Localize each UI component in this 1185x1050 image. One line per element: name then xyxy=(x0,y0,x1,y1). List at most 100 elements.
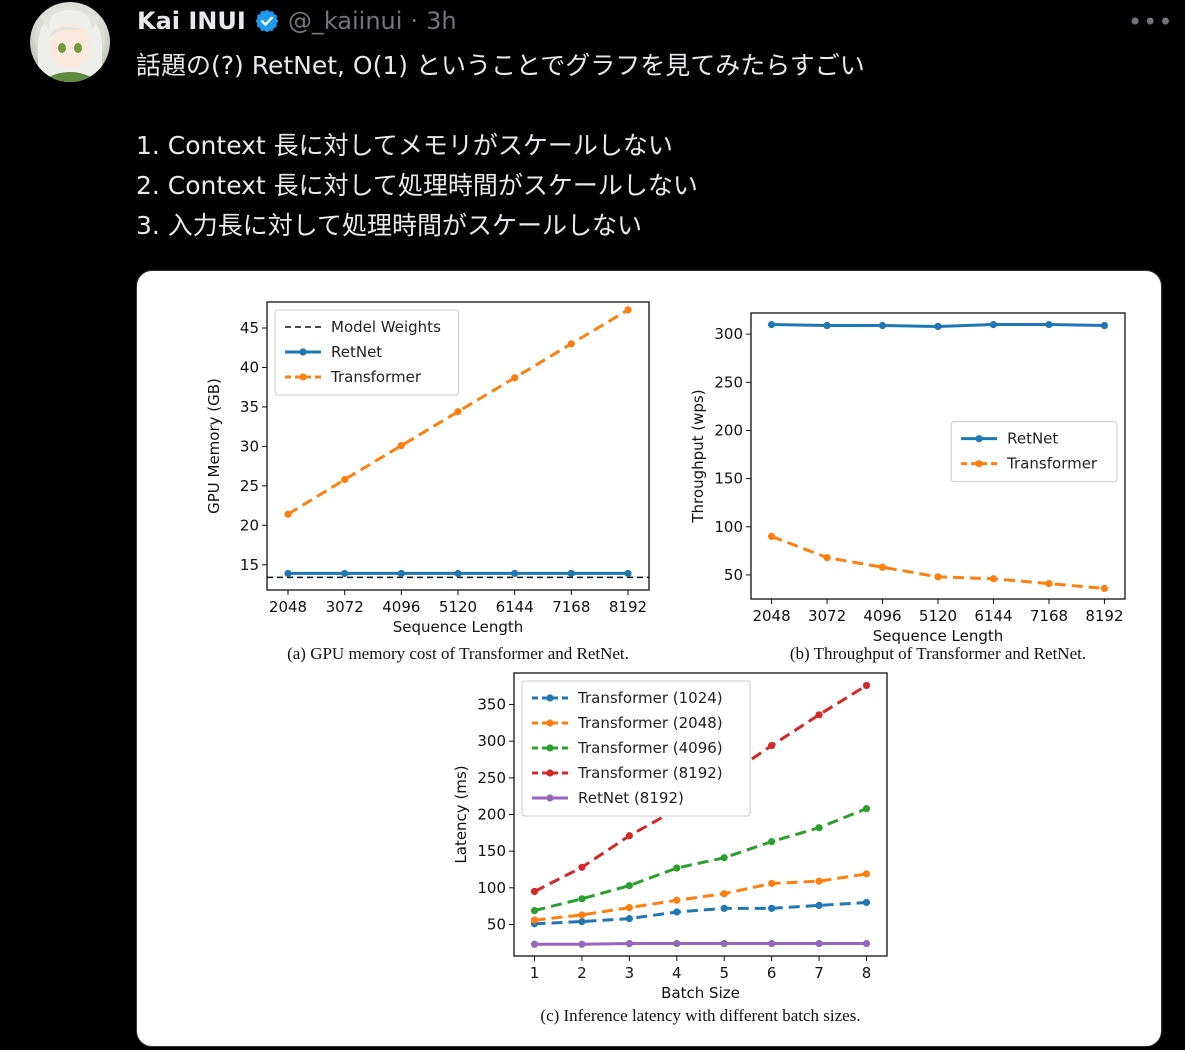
series-line xyxy=(534,872,867,922)
data-point xyxy=(989,320,998,329)
x-tick-label: 6 xyxy=(767,964,777,982)
data-point xyxy=(862,870,871,878)
y-tick-label: 300 xyxy=(477,732,506,750)
legend-box xyxy=(950,421,1118,483)
data-point xyxy=(934,573,942,581)
legend-label: Transformer (8192) xyxy=(577,764,723,782)
legend-label: RetNet (8192) xyxy=(578,789,684,807)
y-tick-label: 150 xyxy=(477,842,506,860)
data-point xyxy=(862,681,871,690)
data-point xyxy=(1100,321,1109,330)
y-tick-label: 50 xyxy=(487,915,506,933)
author-handle[interactable]: @_kaiinui xyxy=(287,7,403,35)
data-point xyxy=(720,890,728,898)
data-point xyxy=(767,532,776,541)
more-options-icon[interactable]: ••• xyxy=(1128,8,1174,36)
data-point xyxy=(284,510,292,518)
data-point xyxy=(815,939,823,948)
data-point xyxy=(673,864,681,872)
data-point xyxy=(768,741,776,750)
data-point xyxy=(934,322,942,331)
x-tick-label: 4096 xyxy=(863,607,901,625)
tweet-line: 1. Context 長に対してメモリがスケールしない xyxy=(136,131,673,160)
data-point xyxy=(511,569,519,578)
data-point xyxy=(989,575,998,583)
time-separator: · xyxy=(410,7,419,35)
legend-marker xyxy=(299,373,307,381)
x-tick-label: 5120 xyxy=(919,607,957,625)
verified-badge-icon xyxy=(254,8,280,34)
y-tick-label: 40 xyxy=(240,358,259,376)
data-point xyxy=(673,908,681,916)
data-point xyxy=(397,442,405,450)
legend-label: RetNet xyxy=(331,343,382,361)
legend-label: Model Weights xyxy=(331,318,441,336)
x-tick-label: 3 xyxy=(625,964,635,982)
figure-caption: (b) Throughput of Transformer and RetNet… xyxy=(790,644,1086,663)
data-point xyxy=(284,569,292,578)
author-name[interactable]: Kai INUI xyxy=(137,7,246,35)
legend-marker xyxy=(299,348,307,356)
x-axis-label: Sequence Length xyxy=(873,627,1004,645)
x-tick-label: 2048 xyxy=(752,607,790,625)
y-axis-label: Throughput (wps) xyxy=(689,389,707,523)
x-tick-label: 8192 xyxy=(609,598,647,616)
data-point xyxy=(815,901,823,910)
legend-marker xyxy=(975,435,983,443)
x-tick-label: 2 xyxy=(577,964,587,982)
data-point xyxy=(578,863,586,871)
legend-label: Transformer (4096) xyxy=(577,739,723,757)
y-tick-label: 100 xyxy=(714,518,743,536)
data-point xyxy=(511,374,519,382)
legend-label: RetNet xyxy=(1007,430,1058,448)
data-point xyxy=(815,824,823,832)
data-point xyxy=(578,917,586,926)
y-tick-label: 300 xyxy=(714,325,743,343)
data-point xyxy=(530,906,539,915)
legend-marker xyxy=(546,744,554,752)
data-point xyxy=(530,916,539,924)
x-tick-label: 7168 xyxy=(1030,607,1068,625)
data-point xyxy=(625,939,633,948)
data-point xyxy=(673,939,681,948)
data-point xyxy=(578,911,586,919)
x-tick-label: 7168 xyxy=(552,598,590,616)
y-axis-label: Latency (ms) xyxy=(452,765,470,863)
data-point xyxy=(624,306,632,314)
data-point xyxy=(625,832,633,840)
x-tick-label: 5120 xyxy=(439,598,477,616)
series-line xyxy=(771,535,1105,590)
legend-marker xyxy=(546,769,554,777)
data-point xyxy=(454,408,462,416)
data-point xyxy=(768,879,776,888)
figure-caption: (c) Inference latency with different bat… xyxy=(540,1006,860,1025)
tweet-media-image[interactable]: 15 20 25 30 35 40 45 2048 3072 4096 5120 6144 7168 81… xyxy=(136,270,1162,1047)
tweet-line: 話題の(?) RetNet, O(1) ということでグラフを見てみたらすごい xyxy=(136,51,865,80)
tweet-timestamp[interactable]: 3h xyxy=(426,7,457,35)
data-point xyxy=(625,915,633,923)
data-point xyxy=(341,475,349,484)
series-line xyxy=(534,942,867,946)
legend-marker xyxy=(546,694,554,702)
series-line xyxy=(534,900,867,926)
y-tick-label: 250 xyxy=(714,373,743,391)
y-tick-label: 35 xyxy=(240,398,259,416)
tweet-line: 2. Context 長に対して処理時間がスケールしない xyxy=(136,171,698,200)
data-point xyxy=(878,321,887,330)
data-point xyxy=(530,940,539,948)
data-point xyxy=(768,838,776,846)
avatar[interactable] xyxy=(30,2,110,82)
legend-label: Transformer xyxy=(330,368,422,386)
data-point xyxy=(815,711,823,719)
legend-box xyxy=(521,680,751,817)
y-tick-label: 45 xyxy=(240,319,259,337)
y-tick-label: 25 xyxy=(240,477,259,495)
x-tick-label: 8 xyxy=(862,964,872,982)
data-point xyxy=(1100,584,1109,593)
data-point xyxy=(862,805,871,813)
x-tick-label: 4096 xyxy=(382,598,420,616)
y-tick-label: 20 xyxy=(240,516,259,534)
data-point xyxy=(823,553,831,562)
data-point xyxy=(1045,320,1053,329)
